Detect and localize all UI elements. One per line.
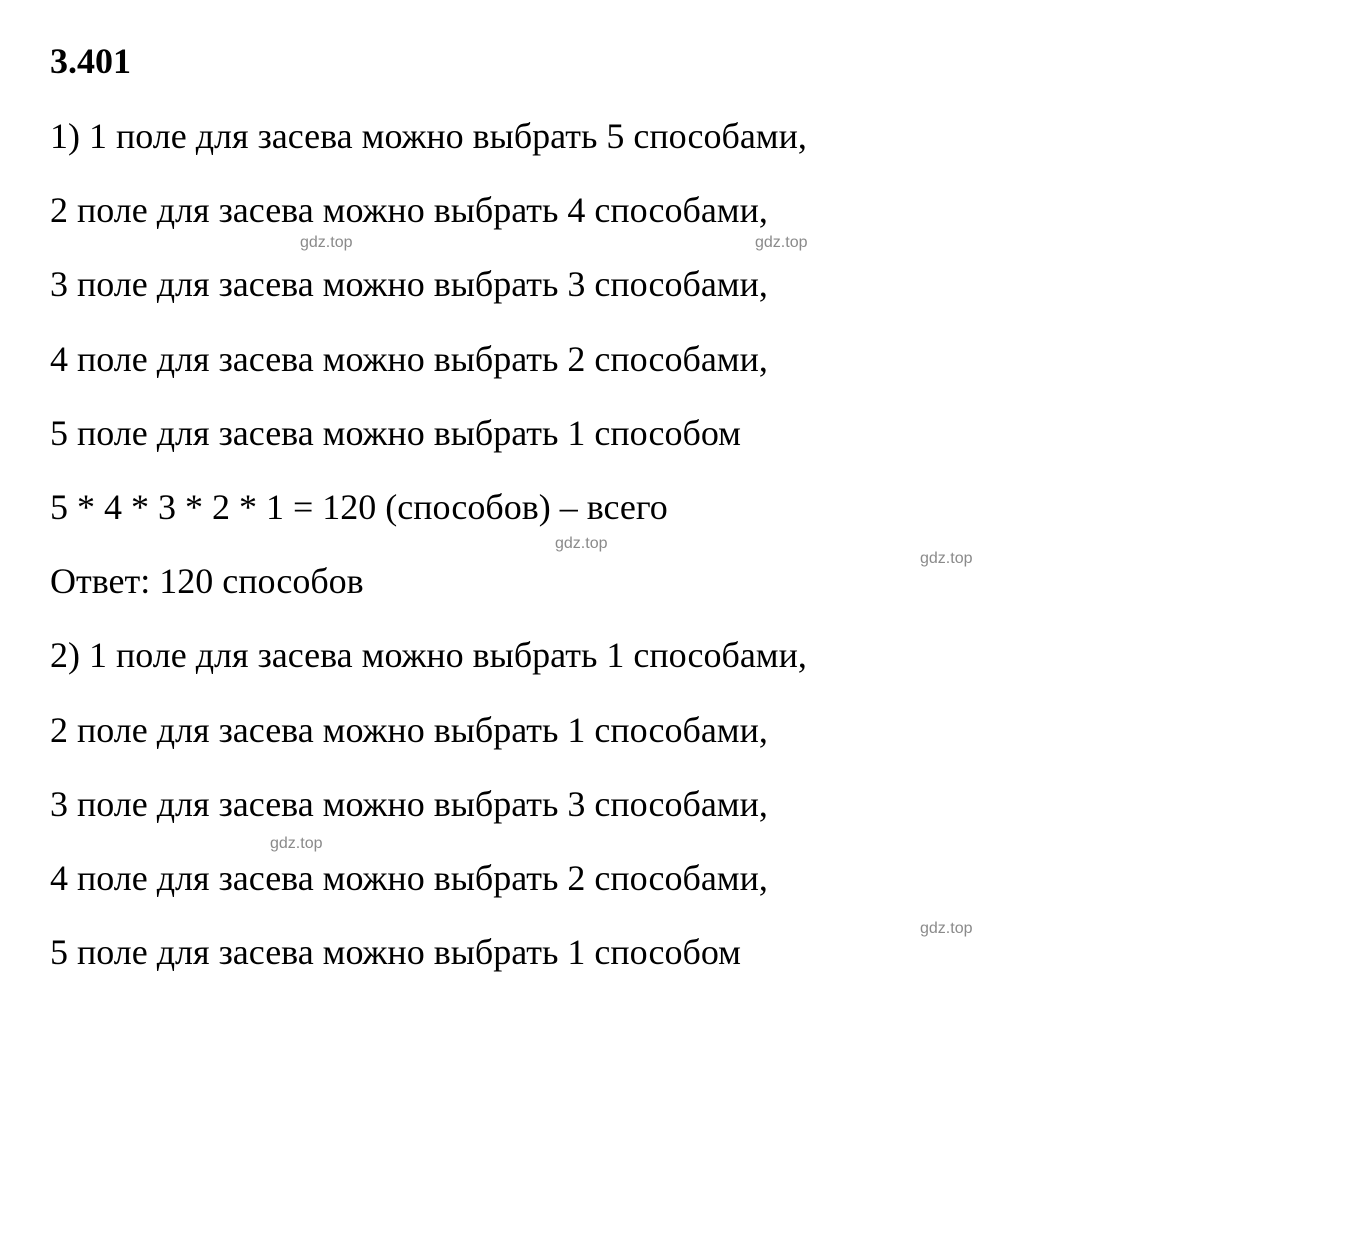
watermark: gdz.top bbox=[755, 234, 807, 252]
problem-number: 3.401 bbox=[50, 40, 1318, 82]
solution-line: 4 поле для засева можно выбрать 2 способ… bbox=[50, 333, 1318, 385]
document-container: 3.401 1) 1 поле для засева можно выбрать… bbox=[50, 40, 1318, 978]
watermark: gdz.top bbox=[920, 920, 972, 938]
solution-line: 2 поле для засева можно выбрать 1 способ… bbox=[50, 704, 1318, 756]
solution-line: 2 поле для засева можно выбрать 4 способ… bbox=[50, 184, 1318, 236]
solution-line: 5 * 4 * 3 * 2 * 1 = 120 (способов) – все… bbox=[50, 481, 1318, 533]
watermark: gdz.top bbox=[270, 835, 322, 853]
solution-line: 3 поле для засева можно выбрать 3 способ… bbox=[50, 778, 1318, 830]
solution-line: 1) 1 поле для засева можно выбрать 5 спо… bbox=[50, 110, 1318, 162]
watermark: gdz.top bbox=[300, 234, 352, 252]
solution-line: 4 поле для засева можно выбрать 2 способ… bbox=[50, 852, 1318, 904]
watermark: gdz.top bbox=[555, 535, 607, 553]
watermark: gdz.top bbox=[920, 550, 972, 568]
solution-line: 5 поле для засева можно выбрать 1 способ… bbox=[50, 926, 1318, 978]
answer-line: Ответ: 120 способов bbox=[50, 555, 1318, 607]
solution-line: 3 поле для засева можно выбрать 3 способ… bbox=[50, 258, 1318, 310]
solution-line: 5 поле для засева можно выбрать 1 способ… bbox=[50, 407, 1318, 459]
solution-line: 2) 1 поле для засева можно выбрать 1 спо… bbox=[50, 629, 1318, 681]
